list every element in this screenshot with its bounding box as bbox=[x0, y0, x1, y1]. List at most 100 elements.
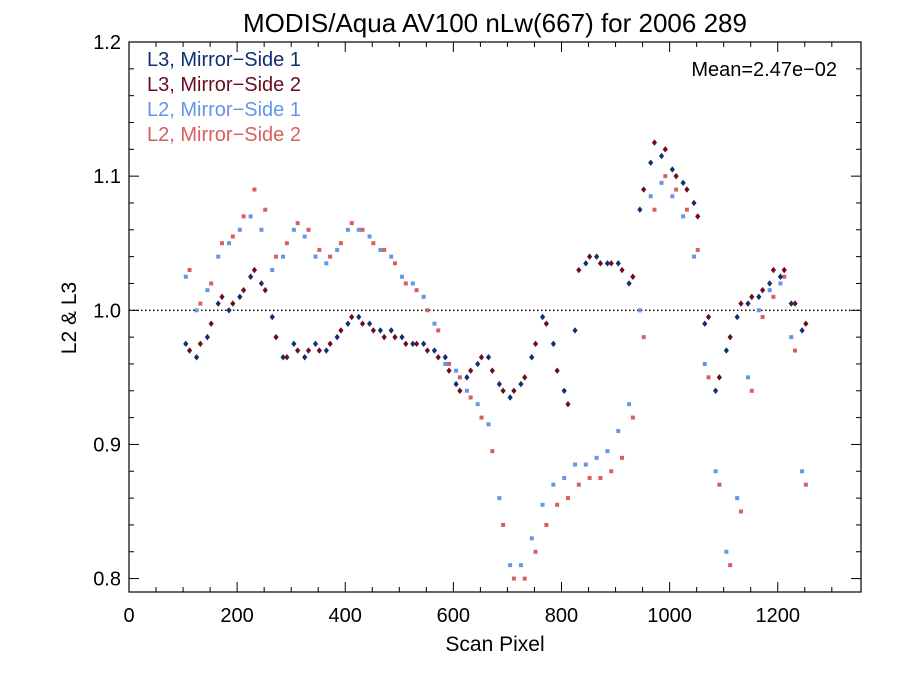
data-point bbox=[587, 475, 592, 480]
data-point bbox=[262, 286, 268, 294]
data-point bbox=[421, 294, 426, 299]
data-point bbox=[335, 247, 340, 252]
data-point bbox=[371, 241, 376, 246]
plot-area: 0 200 400 600 800 1000 1200 0.8 0.9 1.0 1.1 1.2 bbox=[93, 32, 862, 627]
data-point bbox=[295, 221, 300, 226]
data-point bbox=[565, 400, 571, 408]
data-point bbox=[306, 227, 311, 232]
data-point bbox=[680, 179, 686, 187]
data-point bbox=[414, 288, 419, 293]
data-point bbox=[447, 361, 452, 366]
data-point bbox=[756, 293, 762, 301]
data-point bbox=[252, 187, 257, 192]
data-point bbox=[237, 293, 243, 301]
data-point bbox=[431, 347, 438, 354]
data-point bbox=[312, 340, 319, 348]
data-point bbox=[291, 340, 297, 348]
data-point bbox=[630, 273, 636, 280]
data-point bbox=[186, 347, 193, 354]
data-point bbox=[626, 280, 632, 287]
data-point bbox=[511, 576, 516, 581]
data-point bbox=[248, 273, 254, 280]
x-tick-label: 1000 bbox=[647, 605, 692, 627]
data-point bbox=[561, 387, 567, 394]
data-point bbox=[543, 320, 549, 327]
data-point bbox=[767, 288, 772, 293]
data-point bbox=[400, 274, 405, 279]
legend-entry: L3, Mirror−Side 2 bbox=[147, 74, 301, 96]
data-point bbox=[209, 281, 214, 286]
data-point bbox=[421, 340, 427, 348]
data-point bbox=[305, 347, 312, 354]
data-point bbox=[652, 207, 657, 212]
data-point bbox=[651, 139, 658, 146]
data-point bbox=[782, 274, 787, 279]
data-point bbox=[442, 354, 448, 361]
data-point bbox=[717, 482, 722, 487]
data-point bbox=[274, 254, 279, 259]
data-point bbox=[338, 327, 344, 334]
data-point bbox=[691, 254, 696, 259]
data-point bbox=[392, 261, 397, 266]
data-point bbox=[637, 308, 642, 313]
data-point bbox=[555, 502, 560, 507]
x-tick-label: 800 bbox=[545, 605, 578, 627]
data-point bbox=[550, 340, 556, 348]
data-point bbox=[334, 333, 340, 341]
data-point bbox=[619, 266, 625, 274]
data-point bbox=[317, 247, 322, 252]
data-point bbox=[187, 268, 192, 273]
data-point bbox=[781, 266, 787, 274]
data-point bbox=[565, 496, 570, 501]
data-point bbox=[702, 361, 707, 366]
data-point bbox=[681, 214, 686, 219]
data-point bbox=[691, 199, 697, 207]
data-point bbox=[738, 300, 744, 307]
data-point bbox=[468, 367, 474, 374]
data-point bbox=[777, 273, 784, 280]
data-point bbox=[367, 234, 372, 239]
data-point bbox=[464, 388, 469, 393]
data-point bbox=[248, 214, 253, 219]
data-point bbox=[734, 313, 740, 321]
data-point bbox=[583, 462, 588, 467]
data-point bbox=[230, 300, 236, 307]
data-point bbox=[194, 308, 199, 313]
data-point bbox=[378, 247, 383, 252]
data-point bbox=[706, 375, 711, 380]
data-point bbox=[551, 482, 556, 487]
data-point bbox=[756, 308, 761, 313]
data-point bbox=[803, 482, 808, 487]
data-point bbox=[608, 260, 614, 267]
data-point bbox=[501, 522, 506, 527]
data-point bbox=[475, 402, 480, 407]
data-point bbox=[436, 328, 441, 333]
data-point bbox=[457, 387, 463, 394]
data-point bbox=[771, 294, 776, 299]
data-point bbox=[648, 194, 653, 199]
data-point bbox=[479, 415, 484, 420]
data-point bbox=[522, 576, 527, 581]
data-point bbox=[328, 254, 333, 259]
data-point bbox=[604, 260, 611, 267]
data-point bbox=[381, 333, 387, 341]
data-point bbox=[745, 300, 751, 307]
data-point bbox=[216, 254, 221, 259]
data-point bbox=[539, 313, 546, 321]
data-point bbox=[620, 455, 625, 460]
data-point bbox=[251, 266, 258, 274]
data-point bbox=[705, 313, 712, 321]
data-point bbox=[443, 361, 448, 366]
data-point bbox=[349, 221, 354, 226]
data-point bbox=[770, 266, 777, 274]
data-point bbox=[572, 327, 578, 334]
data-point bbox=[489, 367, 495, 374]
chart-title: MODIS/Aqua AV100 nLw(667) for 2006 289 bbox=[243, 8, 747, 38]
data-point bbox=[302, 234, 307, 239]
x-axis-label: Scan Pixel bbox=[445, 633, 544, 656]
data-point bbox=[508, 563, 513, 568]
y-tick-label: 1.0 bbox=[93, 300, 121, 322]
data-point bbox=[507, 394, 513, 401]
data-point bbox=[360, 227, 365, 232]
data-point bbox=[302, 354, 308, 361]
